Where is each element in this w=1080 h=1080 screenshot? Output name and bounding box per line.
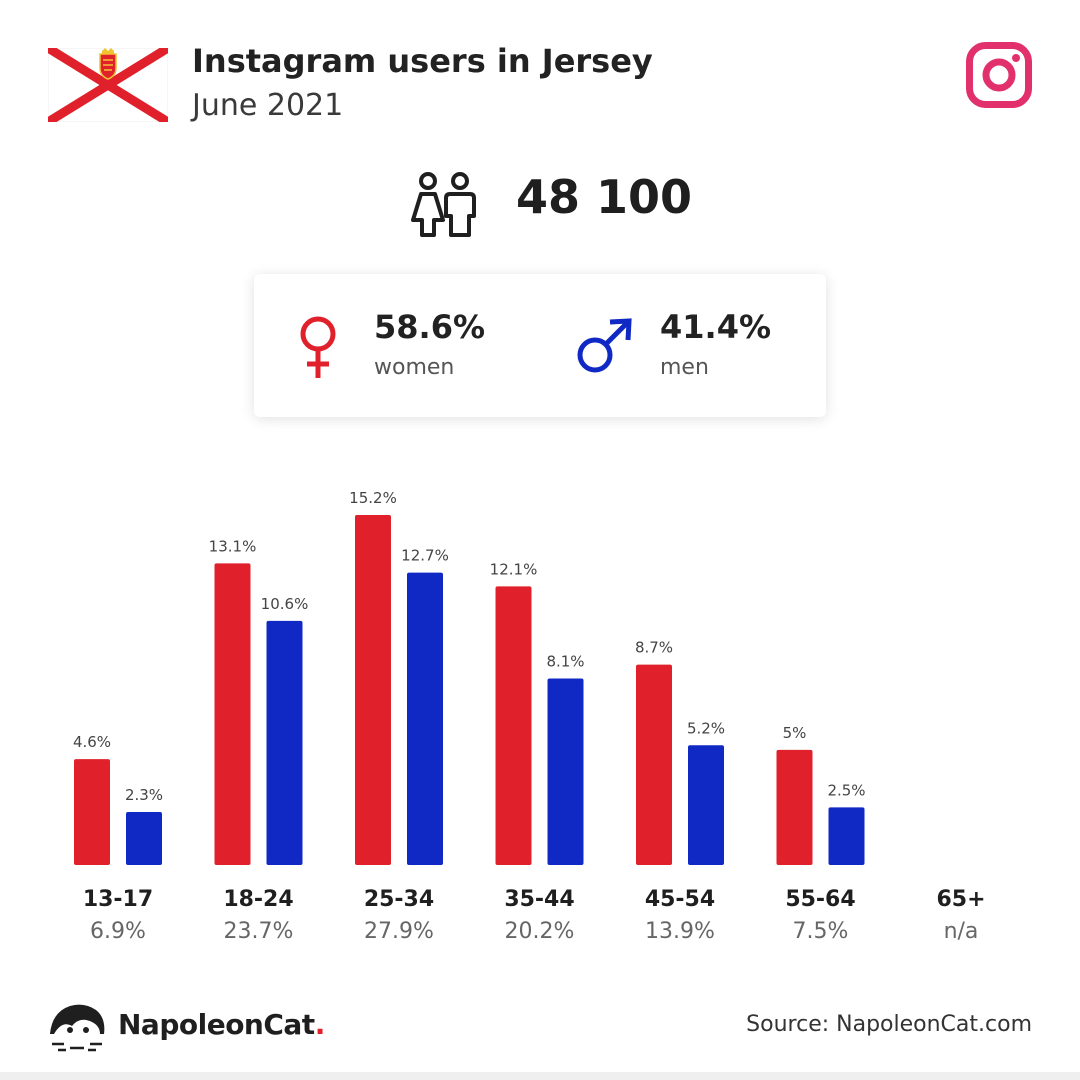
source-credit: Source: NapoleonCat.com: [746, 1012, 1032, 1037]
bottom-divider: [0, 1072, 1080, 1080]
category-label-55-64: 55-64: [785, 887, 855, 912]
bar-men-25-34: [407, 572, 443, 865]
data-label-men-55-64: 2.5%: [827, 781, 865, 799]
category-total-55-64: 7.5%: [793, 919, 849, 944]
age-gender-bar-chart: 4.6% 2.3% 13-17 6.9% 13.1% 10.6% 18-24 23.7% 15.…: [73, 489, 986, 944]
jersey-flag-icon: [48, 48, 168, 122]
category-label-25-34: 25-34: [364, 887, 434, 912]
brand-name: NapoleonCat.: [118, 1008, 325, 1041]
page-subtitle: June 2021: [192, 88, 344, 123]
bar-women-25-34: [355, 515, 391, 865]
category-total-18-24: 23.7%: [224, 919, 294, 944]
female-symbol-icon: [300, 316, 336, 378]
men-label: men: [660, 355, 709, 380]
data-label-men-45-54: 5.2%: [687, 719, 725, 737]
data-label-men-35-44: 8.1%: [546, 652, 584, 670]
bar-women-55-64: [776, 749, 813, 865]
category-total-25-34: 27.9%: [364, 919, 434, 944]
data-label-women-18-24: 13.1%: [209, 537, 257, 555]
brand-text: NapoleonCat: [118, 1008, 315, 1041]
data-label-men-18-24: 10.6%: [261, 595, 309, 613]
data-label-women-55-64: 5%: [783, 724, 807, 742]
users-icon: [411, 172, 476, 237]
data-label-women-35-44: 12.1%: [490, 560, 538, 578]
total-users-value: 48 100: [516, 170, 693, 224]
category-label-65+: 65+: [936, 887, 985, 912]
women-label: women: [374, 355, 455, 380]
category-total-45-54: 13.9%: [645, 919, 715, 944]
data-label-men-13-17: 2.3%: [125, 786, 163, 804]
category-label-13-17: 13-17: [83, 887, 153, 912]
category-total-35-44: 20.2%: [505, 919, 575, 944]
napoleoncat-logo-icon: [50, 1004, 105, 1052]
women-percentage: 58.6%: [374, 308, 486, 346]
category-label-18-24: 18-24: [223, 887, 293, 912]
data-label-women-13-17: 4.6%: [73, 733, 111, 751]
bar-women-13-17: [74, 759, 110, 865]
category-label-35-44: 35-44: [504, 887, 574, 912]
page-title: Instagram users in Jersey: [192, 42, 653, 80]
bar-men-13-17: [126, 812, 162, 865]
bar-women-35-44: [495, 586, 532, 865]
data-label-women-45-54: 8.7%: [635, 639, 673, 657]
category-total-65+: n/a: [944, 919, 979, 944]
bar-men-55-64: [828, 807, 865, 865]
category-total-13-17: 6.9%: [90, 919, 146, 944]
men-percentage: 41.4%: [660, 308, 772, 346]
bar-women-18-24: [214, 563, 251, 865]
bar-men-18-24: [266, 620, 303, 865]
brand-dot: .: [314, 1008, 326, 1041]
bar-men-35-44: [547, 678, 584, 865]
male-symbol-icon: [577, 318, 632, 373]
data-label-men-25-34: 12.7%: [401, 547, 449, 565]
bar-men-45-54: [688, 745, 724, 865]
data-label-women-25-34: 15.2%: [349, 489, 397, 507]
bar-women-45-54: [636, 664, 672, 865]
category-label-45-54: 45-54: [645, 887, 715, 912]
gender-split-card: 58.6% women 41.4% men: [254, 274, 826, 417]
instagram-icon: [966, 42, 1032, 108]
